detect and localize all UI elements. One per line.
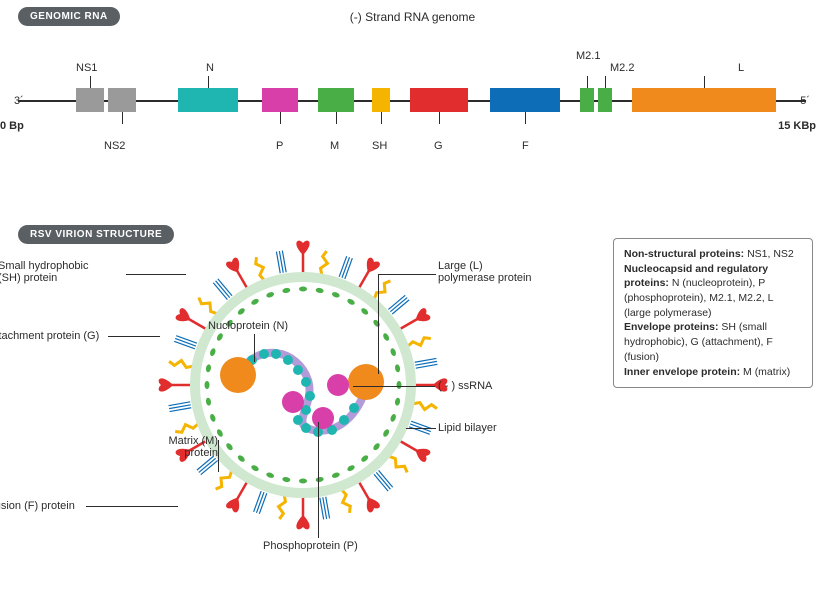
- gene-label-sh: SH: [372, 140, 387, 152]
- callout-rna: ( - ) ssRNA: [438, 380, 492, 392]
- axis-5prime: 5´: [800, 95, 810, 107]
- gene-label-f: F: [522, 140, 529, 152]
- gene-m2-1: [580, 88, 594, 112]
- gene-label-m2-2: M2.2: [610, 62, 634, 74]
- gene-ns2: [108, 88, 136, 112]
- gene-sh: [372, 88, 390, 112]
- gene-label-m2-1: M2.1: [576, 50, 600, 62]
- gene-label-ns2: NS2: [104, 140, 125, 152]
- gene-m: [318, 88, 354, 112]
- gene-label-m: M: [330, 140, 339, 152]
- virion-svg: [138, 220, 468, 550]
- genome-diagram: 3´ 5´ 0 Bp 15 KBp NS1NS2NPMSHGFM2.1M2.2L: [18, 40, 806, 160]
- gene-l: [632, 88, 776, 112]
- axis-15kbp: 15 KBp: [778, 120, 816, 132]
- gene-label-p: P: [276, 140, 283, 152]
- gene-ns1: [76, 88, 104, 112]
- gene-label-ns1: NS1: [76, 62, 97, 74]
- gene-label-l: L: [738, 62, 744, 74]
- callout-p: Phosphoprotein (P): [263, 540, 358, 552]
- genome-subtitle: (-) Strand RNA genome: [350, 10, 475, 24]
- axis-0bp: 0 Bp: [0, 120, 24, 132]
- callout-m: Matrix (M) protein: [158, 435, 218, 459]
- gene-p: [262, 88, 298, 112]
- legend-infobox: Non-structural proteins: NS1, NS2 Nucleo…: [613, 238, 813, 388]
- axis-3prime: 3´: [14, 95, 24, 107]
- header-genomic-rna: GENOMIC RNA: [18, 7, 120, 26]
- gene-g: [410, 88, 468, 112]
- callout-l: Large (L) polymerase protein: [438, 260, 532, 284]
- callout-f: Fusion (F) protein: [0, 500, 75, 512]
- callout-n: Nucloprotein (N): [208, 320, 288, 332]
- callout-sh: Small hydrophobic (SH) protein: [0, 260, 128, 284]
- gene-n: [178, 88, 238, 112]
- gene-label-n: N: [206, 62, 214, 74]
- gene-m2-2: [598, 88, 612, 112]
- gene-label-g: G: [434, 140, 443, 152]
- gene-f: [490, 88, 560, 112]
- callout-lb: Lipid bilayer: [438, 422, 497, 434]
- callout-g: Attachment protein (G): [0, 330, 99, 342]
